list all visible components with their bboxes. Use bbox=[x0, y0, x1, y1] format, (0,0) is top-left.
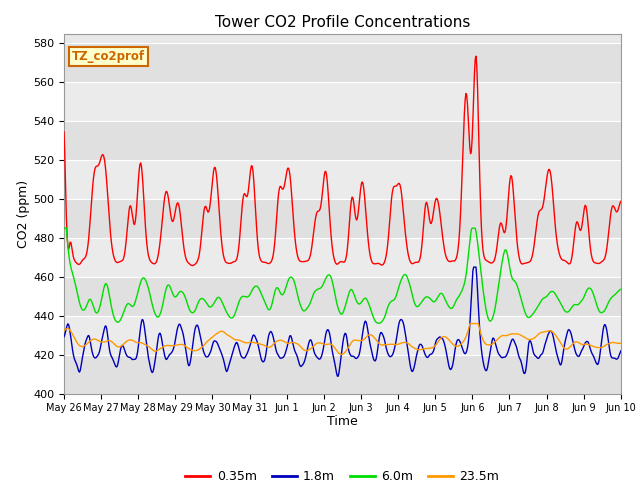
Bar bbox=[64, 43, 621, 82]
Legend: 0.35m, 1.8m, 6.0m, 23.5m: 0.35m, 1.8m, 6.0m, 23.5m bbox=[180, 465, 504, 480]
Bar bbox=[64, 160, 621, 199]
Text: TZ_co2prof: TZ_co2prof bbox=[72, 50, 145, 63]
Bar bbox=[64, 199, 621, 238]
Y-axis label: CO2 (ppm): CO2 (ppm) bbox=[17, 180, 30, 248]
Bar bbox=[64, 277, 621, 316]
Bar bbox=[64, 82, 621, 121]
Bar bbox=[64, 121, 621, 160]
Title: Tower CO2 Profile Concentrations: Tower CO2 Profile Concentrations bbox=[214, 15, 470, 30]
Bar bbox=[64, 355, 621, 394]
Bar bbox=[64, 238, 621, 277]
Bar bbox=[64, 316, 621, 355]
X-axis label: Time: Time bbox=[327, 415, 358, 428]
